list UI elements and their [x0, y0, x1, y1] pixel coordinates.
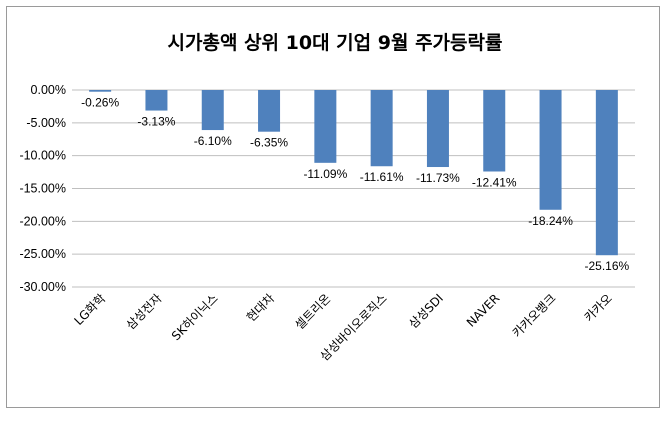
bar [258, 90, 281, 132]
x-category-label: 셀트리온 [292, 291, 333, 332]
bar [539, 90, 562, 210]
y-tick-label: 0.00% [31, 83, 66, 97]
y-tick-label: -25.00% [19, 247, 66, 261]
x-category-label: 카카오 [582, 291, 615, 324]
x-category-label: SK하이닉스 [169, 291, 221, 343]
bar [201, 90, 224, 131]
x-category-label: NAVER [464, 291, 503, 330]
y-axis-ticks: 0.00% -5.00% -10.00% -15.00% -20.00% -25.00% -… [19, 83, 66, 294]
bar [89, 90, 112, 92]
data-label: -25.16% [584, 259, 629, 273]
data-label: -6.35% [250, 136, 288, 150]
chart-title: 시가총액 상위 10대 기업 9월 주가등락률 [167, 32, 503, 54]
x-category-label: LG화학 [71, 291, 108, 328]
bar [314, 90, 337, 163]
x-category-label: 삼성전자 [123, 291, 164, 332]
bar [426, 90, 449, 168]
data-label: -11.73% [416, 171, 460, 185]
x-category-label: 현대차 [244, 291, 277, 324]
y-tick-label: -5.00% [26, 116, 66, 130]
data-label: -0.26% [81, 96, 119, 110]
y-tick-label: -20.00% [19, 214, 66, 228]
x-category-label: 삼성SDI [406, 291, 446, 331]
data-label: -11.09% [303, 167, 347, 181]
data-label: -6.10% [194, 134, 232, 148]
y-tick-label: -30.00% [19, 280, 66, 294]
data-label: -11.61% [360, 170, 404, 184]
y-tick-label: -15.00% [19, 182, 66, 196]
x-category-label: 카카오뱅크 [510, 291, 559, 340]
data-label: -12.41% [472, 175, 517, 189]
bar [595, 90, 618, 256]
y-tick-label: -10.00% [19, 149, 66, 163]
bars [89, 90, 618, 256]
bar [483, 90, 506, 172]
data-label: -3.13% [137, 115, 175, 129]
data-labels: -0.26% -3.13% -6.10% -6.35% -11.09% -11.61% -1… [81, 96, 629, 274]
bar [145, 90, 168, 111]
bar [370, 90, 393, 167]
data-label: -18.24% [528, 214, 573, 228]
